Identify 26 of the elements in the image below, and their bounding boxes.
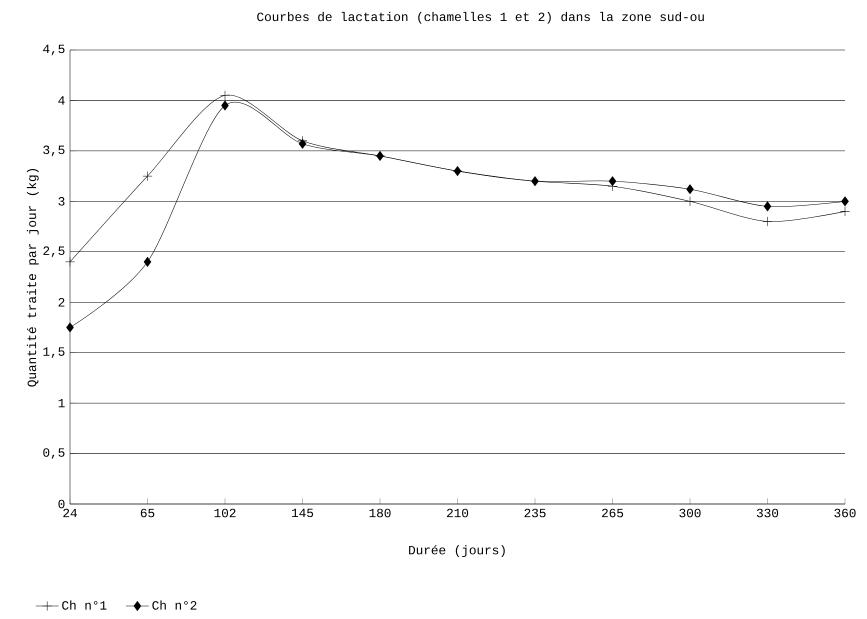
- x-tick-label: 180: [370, 508, 391, 518]
- chart-title: Courbes de lactation (chamelles 1 et 2) dans la zone sud-ou: [257, 12, 704, 24]
- x-tick-label: 24: [63, 508, 77, 518]
- x-tick-label: 360: [834, 508, 856, 518]
- y-tick-label: 2: [58, 298, 64, 306]
- x-tick-label: 65: [140, 508, 154, 518]
- y-tick-label: 0: [58, 500, 65, 508]
- x-tick-label: 145: [292, 508, 314, 518]
- legend-label: Ch n°1: [62, 600, 106, 610]
- y-tick-label: 4: [58, 96, 65, 105]
- y-tick-label: 1: [58, 398, 65, 408]
- y-tick-label: 3: [58, 197, 64, 206]
- y-tick-label: 0,5: [43, 448, 64, 459]
- x-tick-label: 210: [447, 508, 468, 518]
- x-tick-label: 330: [756, 508, 778, 518]
- y-axis-title: Quantité traite par jour (kg): [26, 168, 39, 387]
- y-tick-label: 3,5: [43, 146, 64, 156]
- x-axis-title: Durée (jours): [409, 545, 505, 557]
- legend-label: Ch n°2: [152, 600, 196, 610]
- y-tick-label: 1,5: [43, 347, 64, 358]
- x-tick-label: 300: [679, 508, 701, 518]
- x-tick-label: 102: [214, 508, 236, 518]
- y-tick-label: 4,5: [43, 44, 64, 56]
- y-tick-label: 2,5: [43, 246, 64, 258]
- x-tick-label: 265: [602, 508, 624, 518]
- x-tick-label: 235: [524, 508, 546, 518]
